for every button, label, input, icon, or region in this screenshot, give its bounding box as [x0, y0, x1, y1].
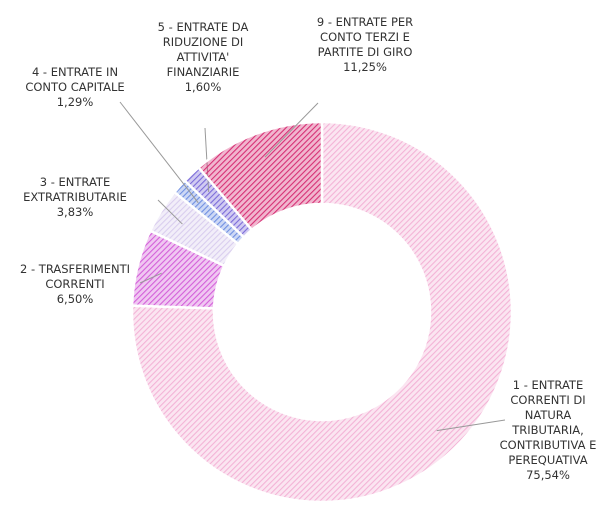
category-name: 2 - TRASFERIMENTI CORRENTI — [20, 262, 130, 291]
category-name: 9 - ENTRATE PER CONTO TERZI E PARTITE DI… — [316, 15, 414, 59]
value-label: 1,60% — [184, 80, 222, 94]
value-label: 11,25% — [343, 60, 387, 74]
slice-label: 4 - ENTRATE IN CONTO CAPITALE 1,29% — [20, 65, 130, 110]
slice-label: 5 - ENTRATE DA RIDUZIONE DI ATTIVITA' FI… — [148, 20, 258, 95]
slice-label: 9 - ENTRATE PER CONTO TERZI E PARTITE DI… — [310, 15, 420, 75]
donut-slice — [196, 120, 324, 232]
category-name: 4 - ENTRATE IN CONTO CAPITALE — [25, 65, 125, 94]
value-label: 3,83% — [56, 205, 94, 219]
category-name: 1 - ENTRATE CORRENTI DI NATURA TRIBUTARI… — [499, 378, 597, 467]
leader-line — [436, 419, 506, 432]
leader-line — [139, 272, 162, 284]
category-name: 5 - ENTRATE DA RIDUZIONE DI ATTIVITA' FI… — [157, 20, 249, 79]
donut-slice — [130, 120, 514, 504]
value-label: 75,54% — [526, 468, 570, 482]
leader-line — [157, 199, 183, 225]
slice-label: 2 - TRASFERIMENTI CORRENTI 6,50% — [15, 262, 135, 307]
value-label: 6,50% — [56, 292, 94, 306]
leader-line — [119, 101, 199, 204]
category-name: 3 - ENTRATE EXTRATRIBUTARIE — [23, 175, 127, 204]
leader-line — [264, 102, 319, 158]
slice-label: 1 - ENTRATE CORRENTI DI NATURA TRIBUTARI… — [492, 378, 603, 483]
slice-label: 3 - ENTRATE EXTRATRIBUTARIE 3,83% — [15, 175, 135, 220]
value-label: 1,29% — [56, 95, 94, 109]
